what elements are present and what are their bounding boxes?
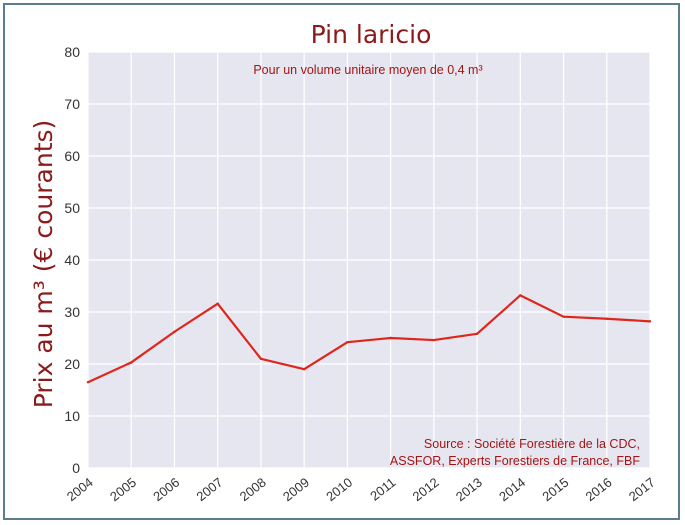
source-line-1: Source : Société Forestière de la CDC, [424, 437, 640, 451]
data-point [605, 317, 608, 320]
data-point [302, 368, 306, 371]
data-point [346, 340, 349, 344]
y-tick-label: 30 [64, 304, 80, 320]
data-point [648, 320, 652, 323]
x-tick-label: 2014 [496, 475, 528, 505]
y-tick-labels: 0 10 20 30 40 50 60 70 80 [64, 44, 80, 476]
data-point [173, 330, 176, 333]
y-tick-label: 0 [72, 460, 80, 476]
source-line-2: ASSFOR, Experts Forestiers de France, FB… [390, 454, 640, 468]
data-point [389, 336, 392, 340]
chart-title: Pin laricio [311, 20, 432, 49]
y-tick-label: 10 [64, 408, 80, 424]
data-point [519, 294, 522, 297]
x-tick-label: 2013 [453, 475, 485, 505]
y-tick-label: 40 [64, 252, 80, 268]
y-tick-label: 80 [64, 44, 80, 60]
x-tick-label: 2006 [150, 475, 182, 505]
chart-subtitle: Pour un volume unitaire moyen de 0,4 m³ [253, 63, 482, 77]
x-tick-label: 2016 [583, 475, 615, 505]
x-tick-label: 2008 [237, 475, 269, 505]
x-tick-label: 2009 [280, 475, 312, 505]
data-point [432, 338, 436, 342]
x-tick-label: 2005 [107, 475, 139, 505]
y-tick-label: 50 [64, 200, 80, 216]
x-tick-label: 2010 [323, 475, 355, 505]
y-axis-label: Prix au m³ (€ courants) [29, 120, 58, 409]
x-tick-label: 2004 [64, 475, 96, 505]
x-tick-label: 2017 [626, 475, 658, 505]
data-point [130, 361, 133, 364]
y-tick-label: 60 [64, 148, 80, 164]
data-point [562, 315, 565, 318]
data-point [86, 381, 90, 384]
x-tick-label: 2015 [539, 475, 571, 505]
y-tick-label: 70 [64, 96, 80, 112]
y-tick-label: 20 [64, 356, 80, 372]
x-tick-labels: 2004 2005 2006 2007 2008 2009 2010 2011 2012 2013… [64, 475, 658, 505]
x-tick-label: 2007 [194, 475, 226, 505]
data-point [475, 332, 479, 336]
data-point [216, 302, 219, 305]
data-points [86, 294, 652, 384]
x-tick-label: 2011 [367, 475, 398, 504]
x-tick-label: 2012 [410, 475, 442, 505]
price-series-line [87, 294, 651, 384]
data-point [259, 357, 263, 360]
